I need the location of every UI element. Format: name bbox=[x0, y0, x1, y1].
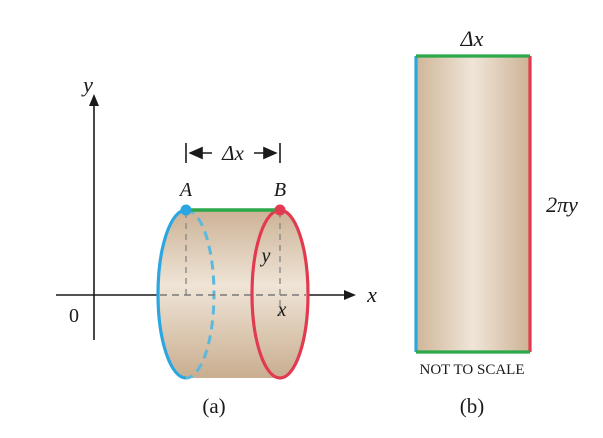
not-to-scale-note: NOT TO SCALE bbox=[419, 362, 524, 378]
panel-a: y x 0 A B y x Δx (a) bbox=[56, 72, 377, 418]
rect-height-label: 2πy bbox=[546, 192, 578, 217]
panel-b-caption: (b) bbox=[460, 394, 485, 418]
x-axis-label: x bbox=[366, 282, 377, 307]
point-b-label: B bbox=[274, 179, 286, 201]
left-rim-back-dashed bbox=[185, 208, 216, 380]
point-b bbox=[274, 204, 286, 216]
cylinder-body bbox=[158, 210, 308, 378]
unrolled-rectangle bbox=[416, 56, 530, 352]
radius-label: y bbox=[260, 245, 271, 267]
y-axis-arrow-icon bbox=[89, 94, 99, 106]
point-a-label: A bbox=[178, 179, 193, 201]
panel-a-caption: (a) bbox=[202, 394, 225, 418]
point-a bbox=[180, 204, 192, 216]
rect-width-label: Δx bbox=[460, 26, 484, 51]
left-rim-front bbox=[156, 208, 187, 380]
panel-b: Δx 2πy NOT TO SCALE (b) bbox=[414, 26, 578, 418]
delta-x-label: Δx bbox=[221, 141, 244, 165]
origin-label: 0 bbox=[69, 305, 79, 327]
x-position-label: x bbox=[277, 299, 287, 321]
x-axis-arrow-icon bbox=[344, 290, 356, 300]
y-axis-label: y bbox=[81, 72, 93, 97]
